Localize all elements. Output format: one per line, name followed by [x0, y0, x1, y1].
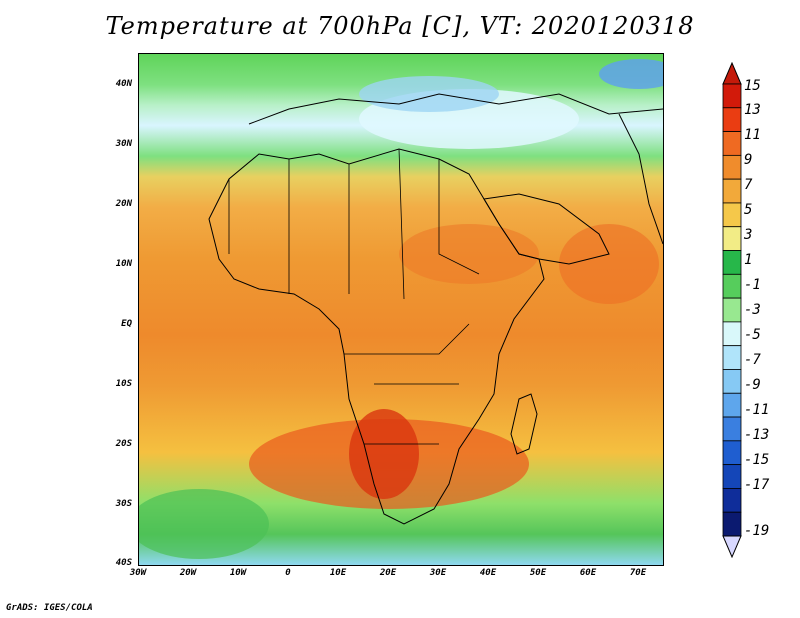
colorbar-label-neg5: -5 — [744, 327, 761, 343]
madagascar-outline — [510, 393, 538, 455]
colorbar-box — [722, 131, 742, 156]
colorbar-box — [722, 392, 742, 418]
colorbar-label-15: 15 — [744, 78, 761, 94]
colorbar-top-arrow — [722, 62, 742, 85]
colorbar-label-9: 9 — [744, 152, 753, 168]
lat-label-10s: 10S — [115, 379, 132, 389]
colorbar-box — [722, 369, 742, 394]
colorbar-label-7: 7 — [744, 177, 753, 193]
colorbar-label-neg17: -17 — [744, 477, 770, 493]
lon-label-0: 0 — [285, 568, 291, 578]
grads-credit: GrADS: IGES/COLA — [6, 603, 93, 613]
colorbar-label-3: 3 — [744, 227, 753, 243]
lat-label-30n: 30N — [115, 139, 132, 149]
colorbar-box — [722, 464, 742, 489]
lon-label-10e: 10E — [329, 568, 347, 578]
colorbar-label-11: 11 — [744, 127, 761, 143]
colorbar-box — [722, 178, 742, 204]
lat-label-eq: EQ — [121, 319, 132, 329]
lon-label-30w: 30W — [129, 568, 147, 578]
lon-label-30e: 30E — [429, 568, 447, 578]
lon-label-20w: 20W — [179, 568, 197, 578]
colorbar-box — [722, 250, 742, 275]
colorbar-box — [722, 488, 742, 513]
africa-coastline — [208, 148, 545, 525]
country-borders — [228, 148, 480, 445]
cool-zone-south-atlantic — [139, 489, 269, 559]
lon-label-70e: 70E — [629, 568, 647, 578]
lat-label-40n: 40N — [115, 79, 132, 89]
colorbar-box — [722, 83, 742, 109]
colorbar-label-neg13: -13 — [744, 427, 770, 443]
colorbar-box — [722, 297, 742, 323]
lon-label-60e: 60E — [579, 568, 597, 578]
colorbar-label-neg1: -1 — [744, 277, 761, 293]
colorbar-label-5: 5 — [744, 202, 753, 218]
lat-label-30s: 30S — [115, 499, 132, 509]
temperature-map-panel — [138, 53, 664, 566]
colorbar-box — [722, 511, 742, 537]
colorbar-label-1: 1 — [744, 252, 753, 268]
colorbar-boxes — [722, 83, 742, 537]
colorbar-box — [722, 226, 742, 251]
colorbar-label-neg7: -7 — [744, 352, 761, 368]
lat-label-20s: 20S — [115, 439, 132, 449]
cold-zone-asia — [599, 59, 663, 89]
lon-label-10w: 10W — [229, 568, 247, 578]
cold-zone-europe — [359, 76, 499, 112]
lon-label-20e: 20E — [379, 568, 397, 578]
lat-label-20n: 20N — [115, 199, 132, 209]
colorbar-box — [722, 107, 742, 132]
colorbar-box — [722, 345, 742, 370]
hot-zone-kalahari — [349, 409, 419, 499]
colorbar-box — [722, 154, 742, 180]
india-coastline — [618, 113, 663, 245]
lon-label-40e: 40E — [479, 568, 497, 578]
lon-label-50e: 50E — [529, 568, 547, 578]
colorbar-bottom-arrow — [722, 535, 742, 558]
map-title: Temperature at 700hPa [C], VT: 202012031… — [105, 12, 695, 40]
warm-zone-arabian-sea — [559, 224, 659, 304]
colorbar-box — [722, 321, 742, 347]
warm-zone-sudan — [399, 224, 539, 284]
map-layers — [139, 59, 663, 559]
colorbar-box — [722, 202, 742, 228]
colorbar-box — [722, 416, 742, 442]
colorbar-label-neg15: -15 — [744, 452, 770, 468]
colorbar-label-neg3: -3 — [744, 302, 761, 318]
colorbar-label-neg11: -11 — [744, 402, 770, 418]
colorbar-box — [722, 440, 742, 466]
europe-coastline — [248, 93, 663, 125]
colorbar-label-13: 13 — [744, 102, 761, 118]
colorbar-label-neg9: -9 — [744, 377, 761, 393]
colorbar — [722, 62, 742, 558]
arabia-outline — [483, 193, 610, 265]
colorbar-label-neg19: -19 — [744, 523, 770, 539]
lat-label-40s: 40S — [115, 558, 132, 568]
colorbar-box — [722, 273, 742, 299]
lat-label-10n: 10N — [115, 259, 132, 269]
